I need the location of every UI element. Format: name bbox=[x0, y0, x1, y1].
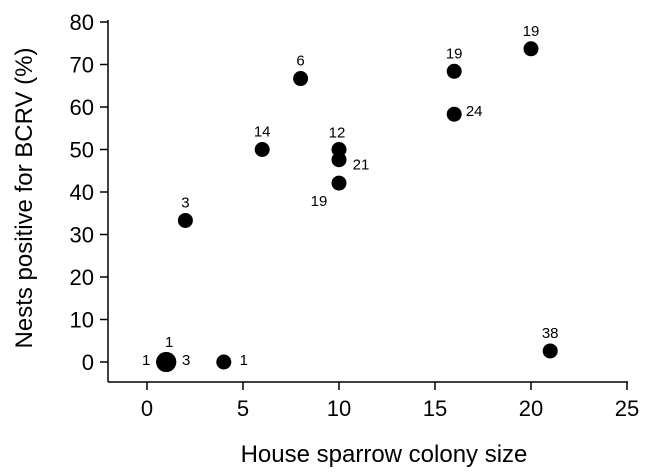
data-point bbox=[331, 152, 347, 168]
data-point bbox=[156, 352, 177, 372]
x-tick-label: 15 bbox=[423, 396, 447, 421]
data-point bbox=[331, 175, 347, 191]
y-tick-label: 0 bbox=[82, 350, 94, 375]
data-point bbox=[542, 343, 558, 359]
y-tick-label: 40 bbox=[70, 180, 94, 205]
x-axis-title: House sparrow colony size bbox=[241, 441, 528, 468]
data-points bbox=[156, 41, 558, 372]
data-point bbox=[177, 212, 193, 228]
data-point bbox=[523, 41, 539, 57]
y-tick-label: 30 bbox=[70, 223, 94, 248]
data-label: 14 bbox=[254, 124, 271, 141]
data-point bbox=[216, 354, 232, 370]
x-tick-label: 0 bbox=[141, 396, 153, 421]
data-point bbox=[446, 63, 462, 79]
data-label: 19 bbox=[311, 193, 328, 210]
data-point bbox=[293, 71, 309, 87]
data-label: 1 bbox=[165, 334, 173, 351]
data-label: 38 bbox=[542, 325, 559, 342]
data-label: 1 bbox=[240, 352, 248, 369]
y-tick-label: 20 bbox=[70, 265, 94, 290]
y-tick-label: 50 bbox=[70, 138, 94, 163]
x-tick-label: 10 bbox=[327, 396, 351, 421]
data-label: 21 bbox=[353, 157, 370, 174]
y-tick-label: 10 bbox=[70, 308, 94, 333]
data-label: 12 bbox=[329, 125, 346, 142]
y-tick-label: 60 bbox=[70, 95, 94, 120]
data-label: 3 bbox=[182, 352, 190, 369]
data-label: 19 bbox=[446, 45, 463, 62]
data-label: 19 bbox=[523, 23, 540, 40]
axes: 0 5 10 15 20 25 0 10 20 30 40 50 60 70 80 bbox=[70, 10, 640, 421]
data-point bbox=[254, 142, 270, 157]
y-tick-label: 80 bbox=[70, 10, 94, 35]
data-label: 24 bbox=[466, 103, 483, 120]
x-tick-label: 20 bbox=[519, 396, 543, 421]
y-tick-label: 70 bbox=[70, 53, 94, 78]
x-tick-label: 25 bbox=[615, 396, 639, 421]
data-label: 1 bbox=[142, 352, 150, 369]
data-point bbox=[446, 106, 462, 122]
data-label: 3 bbox=[181, 194, 189, 211]
y-axis-title: Nests positive for BCRV (%) bbox=[11, 48, 38, 349]
data-label: 6 bbox=[296, 53, 304, 70]
x-tick-label: 5 bbox=[237, 396, 249, 421]
